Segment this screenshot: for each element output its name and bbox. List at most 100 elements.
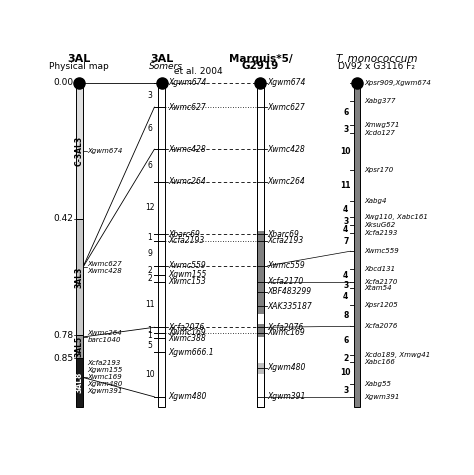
- Text: Xcfa2170: Xcfa2170: [268, 277, 304, 286]
- Bar: [76, 219, 83, 335]
- Text: Xgwm674: Xgwm674: [268, 78, 306, 87]
- Text: 3: 3: [343, 124, 348, 133]
- Text: 3: 3: [343, 281, 348, 290]
- Bar: [257, 324, 264, 337]
- Text: 6: 6: [147, 124, 152, 133]
- Text: Xcdo189, Xmwg41: Xcdo189, Xmwg41: [365, 352, 430, 358]
- Text: Xabc166: Xabc166: [365, 359, 395, 365]
- Text: 1: 1: [147, 331, 152, 340]
- Text: 9: 9: [147, 248, 152, 257]
- Text: Xcfa2193
Xgwm155
Xwmc169
Xgwm480
Xgwm391: Xcfa2193 Xgwm155 Xwmc169 Xgwm480 Xgwm391: [88, 361, 123, 394]
- Text: 3AL8: 3AL8: [75, 371, 84, 393]
- Text: 6: 6: [343, 108, 348, 117]
- Text: 0.00: 0.00: [53, 78, 73, 87]
- Text: Xgwm674: Xgwm674: [88, 148, 123, 154]
- Text: 0.78: 0.78: [53, 331, 73, 340]
- Text: 4: 4: [343, 271, 348, 280]
- Text: 1: 1: [147, 325, 152, 334]
- Text: 3AL: 3AL: [68, 54, 91, 64]
- Text: 8: 8: [343, 311, 348, 320]
- Text: 0.85: 0.85: [53, 353, 73, 362]
- Text: Xcfa2076: Xcfa2076: [268, 323, 304, 332]
- Text: Xgwm391: Xgwm391: [365, 394, 400, 400]
- Text: Somers: Somers: [148, 62, 182, 71]
- Bar: [76, 83, 83, 219]
- Text: Xwmc627
Xwmc428: Xwmc627 Xwmc428: [88, 261, 122, 274]
- Text: Xpsr1205: Xpsr1205: [365, 302, 398, 308]
- Text: Xcfa2170: Xcfa2170: [365, 279, 398, 285]
- Text: Xwmc153: Xwmc153: [168, 277, 206, 286]
- Text: T. monococcum: T. monococcum: [336, 54, 417, 64]
- Text: XksuG62: XksuG62: [365, 222, 396, 228]
- Text: 6: 6: [343, 336, 348, 345]
- Text: 3AL5: 3AL5: [75, 336, 84, 357]
- Text: Xgwm480: Xgwm480: [268, 363, 306, 372]
- Text: Marquis*5/: Marquis*5/: [228, 54, 292, 64]
- Text: Xwmc264: Xwmc264: [168, 177, 206, 186]
- Text: Xgwm480: Xgwm480: [168, 392, 206, 401]
- Text: 7: 7: [343, 238, 348, 247]
- Text: Xtam54: Xtam54: [365, 285, 392, 292]
- Text: 4: 4: [343, 205, 348, 214]
- Text: Physical map: Physical map: [49, 62, 109, 71]
- Text: 3: 3: [343, 217, 348, 226]
- Text: 10: 10: [340, 147, 351, 156]
- Text: XAK335187: XAK335187: [268, 302, 312, 311]
- Text: Xpsr170: Xpsr170: [365, 167, 393, 173]
- Text: 11: 11: [145, 300, 155, 309]
- Bar: [76, 358, 83, 407]
- Text: Xwmc627: Xwmc627: [168, 103, 206, 112]
- Text: Xwmc388: Xwmc388: [168, 334, 206, 343]
- Text: 10: 10: [340, 369, 351, 378]
- Text: Xwg110, Xabc161: Xwg110, Xabc161: [365, 214, 428, 220]
- Text: Xwmc169: Xwmc169: [168, 328, 206, 337]
- Text: et al. 2004: et al. 2004: [172, 67, 223, 76]
- Bar: [158, 83, 165, 407]
- Text: C-3AL3: C-3AL3: [75, 136, 84, 166]
- Text: Xbcd131: Xbcd131: [365, 266, 395, 272]
- Text: Xwmc264: Xwmc264: [268, 177, 305, 186]
- Text: Xabg4: Xabg4: [365, 198, 387, 204]
- Text: Xgwm666.1: Xgwm666.1: [168, 348, 213, 357]
- Text: 2: 2: [147, 266, 152, 275]
- Text: 1: 1: [147, 233, 152, 242]
- Text: Xabg55: Xabg55: [365, 381, 392, 387]
- Text: 10: 10: [145, 370, 155, 379]
- Text: Xgwm391: Xgwm391: [268, 392, 306, 401]
- Text: 12: 12: [145, 203, 155, 212]
- Text: DV92 x G3116 F₂: DV92 x G3116 F₂: [338, 62, 415, 71]
- Text: Xgwm674: Xgwm674: [168, 78, 206, 87]
- Text: 3AL3: 3AL3: [75, 266, 84, 288]
- Bar: [76, 335, 83, 358]
- Text: Xcfa2193: Xcfa2193: [365, 230, 398, 236]
- Text: Xpsr909,Xgwm674: Xpsr909,Xgwm674: [365, 80, 431, 86]
- Bar: [257, 83, 264, 407]
- Bar: [257, 363, 264, 374]
- Text: Xcdo127: Xcdo127: [365, 130, 395, 136]
- Text: 0.42: 0.42: [53, 214, 73, 223]
- Text: Xcfa2193: Xcfa2193: [268, 236, 304, 245]
- Text: G2919: G2919: [242, 61, 279, 71]
- Text: Xcfa2076: Xcfa2076: [168, 323, 204, 332]
- Text: Xcfa2076: Xcfa2076: [365, 323, 398, 329]
- Text: Xmwg571: Xmwg571: [365, 122, 400, 128]
- Text: 3: 3: [343, 386, 348, 395]
- Text: Xbarc69: Xbarc69: [268, 230, 300, 239]
- Text: 3AL: 3AL: [150, 54, 173, 64]
- Bar: [257, 83, 264, 407]
- Text: 4: 4: [343, 292, 348, 301]
- Text: Xbarc69: Xbarc69: [168, 230, 200, 239]
- Text: Xwmc559: Xwmc559: [268, 261, 305, 270]
- Text: 2: 2: [343, 354, 348, 363]
- Text: Xwmc559: Xwmc559: [365, 248, 399, 254]
- Text: Xwmc428: Xwmc428: [268, 145, 305, 154]
- Text: XBF483299: XBF483299: [268, 287, 312, 296]
- Bar: [354, 83, 360, 407]
- Text: Xwmc559: Xwmc559: [168, 261, 206, 270]
- Text: 4: 4: [343, 225, 348, 234]
- Text: 6: 6: [147, 161, 152, 170]
- Text: 11: 11: [340, 181, 351, 190]
- Text: 5: 5: [147, 341, 152, 350]
- Text: Xwmc264
barc1040: Xwmc264 barc1040: [88, 331, 122, 343]
- Text: Xcfa2193: Xcfa2193: [168, 236, 204, 245]
